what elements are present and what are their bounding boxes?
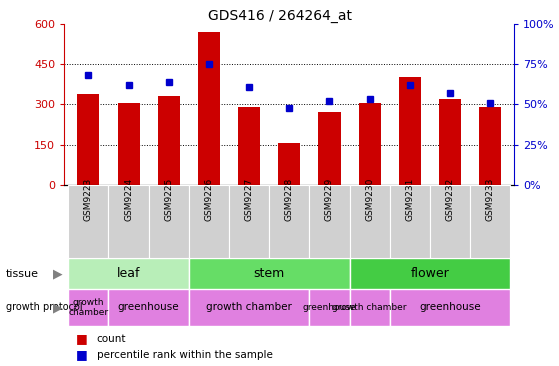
- Text: growth chamber: growth chamber: [206, 302, 292, 313]
- Text: GSM9224: GSM9224: [124, 178, 133, 221]
- Bar: [309, 185, 349, 258]
- Text: greenhouse: greenhouse: [419, 302, 481, 313]
- Text: GSM9232: GSM9232: [446, 178, 454, 221]
- Bar: [349, 185, 390, 258]
- Bar: [189, 289, 309, 326]
- Text: GSM9230: GSM9230: [365, 178, 374, 221]
- Text: GSM9229: GSM9229: [325, 178, 334, 221]
- Text: greenhouse: greenhouse: [118, 302, 179, 313]
- Bar: [108, 185, 149, 258]
- Bar: [229, 185, 269, 258]
- Bar: [430, 185, 470, 258]
- Text: growth protocol: growth protocol: [6, 302, 82, 313]
- Bar: [278, 143, 300, 185]
- Bar: [439, 99, 461, 185]
- Text: greenhouse: greenhouse: [303, 303, 356, 312]
- Bar: [309, 289, 349, 326]
- Text: GSM9228: GSM9228: [285, 178, 294, 221]
- Bar: [390, 185, 430, 258]
- Bar: [238, 107, 260, 185]
- Text: ■: ■: [75, 348, 87, 362]
- Bar: [189, 185, 229, 258]
- Text: growth chamber: growth chamber: [333, 303, 407, 312]
- Bar: [68, 289, 108, 326]
- Bar: [399, 78, 421, 185]
- Bar: [68, 258, 189, 289]
- Text: tissue: tissue: [6, 269, 39, 279]
- Text: GSM9223: GSM9223: [84, 178, 93, 221]
- Bar: [117, 103, 140, 185]
- Bar: [349, 289, 390, 326]
- Bar: [189, 258, 349, 289]
- Bar: [358, 103, 381, 185]
- Bar: [108, 289, 189, 326]
- Text: percentile rank within the sample: percentile rank within the sample: [97, 350, 273, 360]
- Text: GSM9233: GSM9233: [486, 178, 495, 221]
- Text: growth
chamber: growth chamber: [68, 298, 108, 317]
- Text: GSM9231: GSM9231: [405, 178, 414, 221]
- Text: ▶: ▶: [53, 267, 63, 280]
- Text: count: count: [97, 333, 126, 344]
- Bar: [390, 289, 510, 326]
- Text: ■: ■: [75, 332, 87, 345]
- Text: GSM9226: GSM9226: [205, 178, 214, 221]
- Text: GDS416 / 264264_at: GDS416 / 264264_at: [207, 9, 352, 23]
- Text: ▶: ▶: [53, 301, 63, 314]
- Bar: [198, 32, 220, 185]
- Text: leaf: leaf: [117, 267, 140, 280]
- Bar: [158, 96, 180, 185]
- Bar: [319, 112, 340, 185]
- Text: GSM9225: GSM9225: [164, 178, 173, 221]
- Bar: [269, 185, 309, 258]
- Bar: [149, 185, 189, 258]
- Bar: [470, 185, 510, 258]
- Bar: [479, 107, 501, 185]
- Text: GSM9227: GSM9227: [245, 178, 254, 221]
- Bar: [349, 258, 510, 289]
- Bar: [77, 94, 100, 185]
- Bar: [68, 185, 108, 258]
- Text: stem: stem: [254, 267, 285, 280]
- Text: flower: flower: [410, 267, 449, 280]
